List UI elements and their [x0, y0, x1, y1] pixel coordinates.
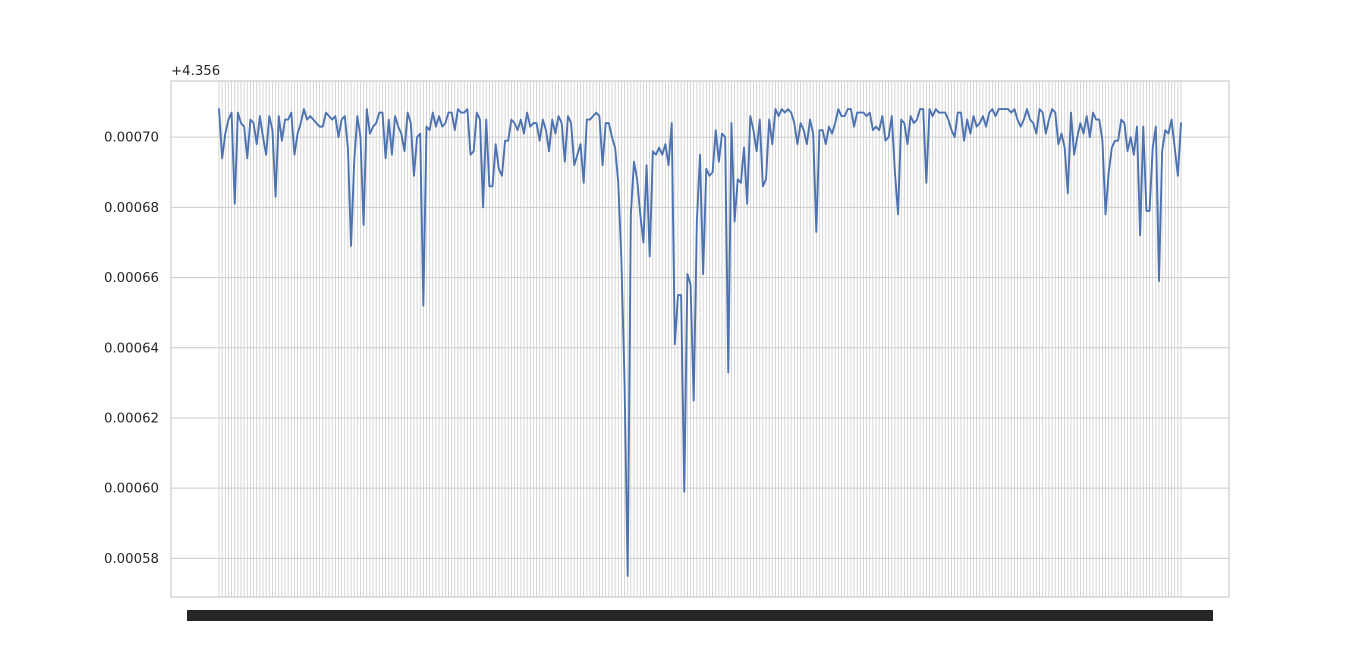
y-tick-label: 0.00070 [104, 131, 159, 146]
y-gridlines [171, 136, 1229, 559]
y-tick-label: 0.00066 [104, 271, 159, 286]
y-offset-label: +4.356 [171, 64, 220, 79]
y-tick-label: 0.00068 [104, 201, 159, 216]
x-tick-label-glyph [1149, 610, 1213, 621]
y-tick-label: 0.00058 [104, 552, 159, 567]
series-line [218, 108, 1182, 577]
x-tick-labels [187, 610, 1213, 621]
plot-area-frame [170, 80, 1230, 598]
y-tick-label: 0.00064 [104, 341, 159, 356]
series-layer [218, 108, 1182, 577]
y-tick-label: 0.00060 [104, 482, 159, 497]
y-tick-labels: 0.00058 0.00060 0.00062 0.00064 0.00066 0.000… [104, 131, 159, 567]
x-gridlines [218, 81, 1182, 597]
y-tick-label: 0.00062 [104, 411, 159, 426]
